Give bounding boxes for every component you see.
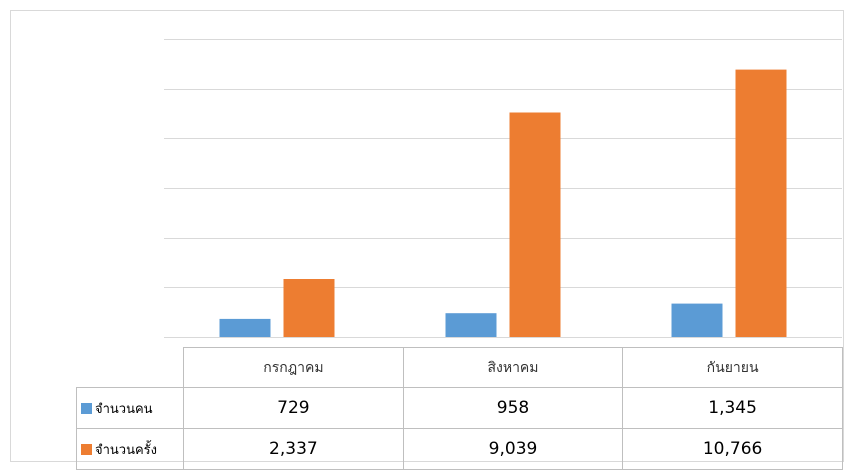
legend-label-times: จำนวนครั้ง (95, 442, 158, 458)
bar-chart (164, 39, 842, 338)
bar-series1-cat0 (283, 279, 335, 337)
data-label-times-september: 10,766 (622, 428, 843, 470)
tick-label-september: กันยายน (622, 347, 843, 388)
series-row-people: จำนวนคน 729 958 1,345 (76, 387, 843, 429)
gridlines (164, 39, 842, 338)
data-table: กรกฎาคม สิงหาคม กันยายน จำนวนคน 729 958 … (76, 347, 843, 470)
legend-label-people: จำนวนคน (95, 401, 153, 417)
data-label-times-july: 2,337 (182, 428, 404, 470)
data-label-people-july: 729 (182, 387, 404, 429)
data-label-people-august: 958 (402, 387, 624, 429)
bar-series1-cat1 (509, 112, 561, 337)
table-corner (76, 347, 184, 388)
bar-series0-cat1 (445, 313, 497, 337)
series-row-times: จำนวนครั้ง 2,337 9,039 10,766 (76, 428, 843, 470)
bar-series0-cat2 (671, 303, 723, 337)
bar-series0-cat0 (219, 318, 271, 337)
legend-swatch-people (81, 402, 92, 414)
data-label-people-september: 1,345 (622, 387, 843, 429)
tick-label-july: กรกฎาคม (182, 347, 404, 388)
chart-frame: กรกฎาคม สิงหาคม กันยายน จำนวนคน 729 958 … (10, 10, 844, 470)
category-row: กรกฎาคม สิงหาคม กันยายน (76, 347, 843, 388)
bars (219, 69, 787, 337)
tick-label-august: สิงหาคม (402, 347, 624, 388)
legend-entry-people: จำนวนคน (76, 387, 184, 429)
legend-swatch-times (81, 443, 92, 455)
bar-series1-cat2 (735, 69, 787, 337)
legend-entry-times: จำนวนครั้ง (76, 428, 184, 470)
data-label-times-august: 9,039 (402, 428, 624, 470)
